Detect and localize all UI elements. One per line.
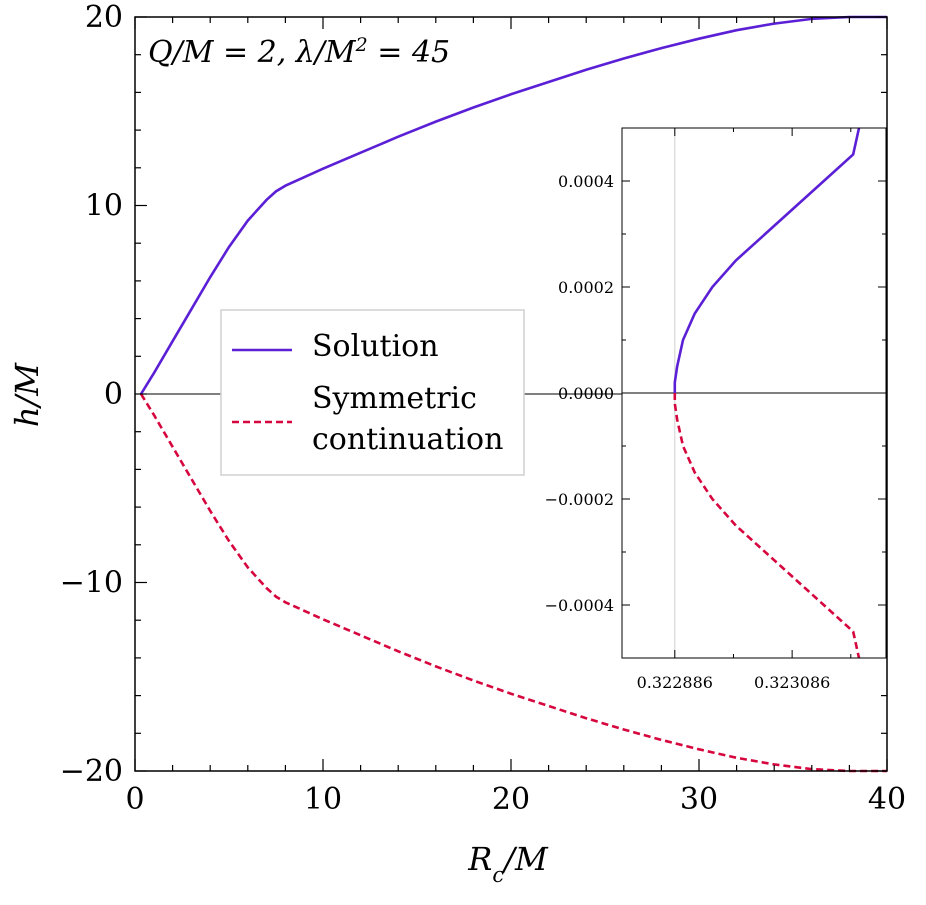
y-tick-label: 20 [85, 0, 123, 35]
legend-box [220, 309, 525, 476]
inset-x-tick-label: 0.323086 [754, 673, 830, 692]
x-axis-label: Rc/M [467, 840, 549, 887]
y-tick-label: −20 [60, 754, 123, 789]
inset-y-tick-label: −0.0002 [545, 490, 614, 509]
y-tick-label: −10 [60, 566, 123, 601]
annotation-text: Q/M = 2, λ/M2 = 45 [148, 34, 450, 70]
x-tick-label: 10 [304, 782, 342, 817]
y-tick-label: 0 [104, 377, 123, 412]
legend-label: Symmetric [312, 381, 477, 416]
x-tick-label: 20 [492, 782, 530, 817]
y-tick-label: 10 [85, 189, 123, 224]
legend-label: Solution [312, 329, 439, 364]
inset-y-tick-label: 0.0000 [558, 384, 614, 403]
inset-y-tick-label: −0.0004 [545, 596, 614, 615]
series-line-0 [139, 15, 887, 395]
inset-series-line-1 [673, 393, 861, 659]
x-tick-label: 0 [125, 782, 144, 817]
y-axis-label: h/M [8, 362, 46, 427]
legend: Solution Symmetric continuation [220, 309, 525, 476]
main-plot: 0 10 20 30 40 −20 −10 0 10 20 [60, 0, 906, 817]
inset-x-tick-label: 0.322886 [637, 673, 713, 692]
x-tick-label: 40 [868, 782, 906, 817]
x-tick-label: 30 [680, 782, 718, 817]
series-line-1 [139, 393, 887, 773]
legend-label: continuation [312, 422, 503, 457]
inset-y-tick-label: 0.0004 [558, 172, 614, 191]
inset-series-line-0 [673, 127, 861, 393]
inset-plot: −0.0004 −0.0002 0.0000 0.0002 0.0004 0.322886… [545, 127, 887, 692]
inset-y-tick-label: 0.0002 [558, 278, 614, 297]
